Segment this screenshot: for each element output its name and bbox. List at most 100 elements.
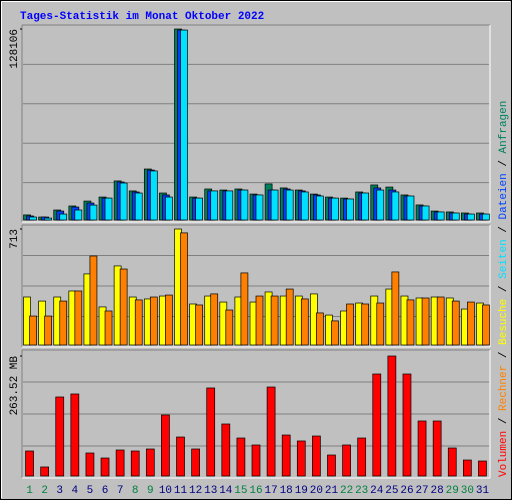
legend-separator: / (498, 345, 510, 365)
legend-separator: / (498, 279, 510, 299)
bar (391, 271, 400, 346)
bar (115, 449, 125, 477)
bar (482, 304, 490, 346)
bar (387, 355, 397, 477)
bar (240, 272, 249, 346)
x-tick-label: 4 (72, 485, 79, 497)
legend-entry: Dateien (498, 173, 510, 219)
bar (210, 190, 219, 221)
bar (327, 454, 336, 477)
legend-entry: Besuche (498, 299, 510, 345)
x-tick-label: 1 (26, 485, 33, 497)
bar (225, 309, 234, 346)
bar (161, 414, 170, 477)
bar (40, 466, 49, 477)
legend-entry: Volumen (498, 431, 510, 477)
bar (270, 295, 279, 346)
bar (44, 315, 52, 346)
x-tick-label: 24 (370, 485, 384, 497)
bar (85, 452, 95, 477)
bar (240, 189, 249, 221)
bar (55, 396, 65, 477)
bar (285, 288, 294, 346)
x-tick-label: 21 (325, 485, 339, 497)
x-tick-label: 23 (355, 485, 368, 497)
bar (104, 310, 113, 346)
x-tick-label: 12 (189, 485, 202, 497)
bar (316, 312, 324, 346)
bar (59, 213, 68, 221)
x-tick-label: 16 (249, 485, 262, 497)
x-tick-label: 26 (400, 485, 413, 497)
bar (376, 302, 385, 346)
x-tick-label: 18 (280, 485, 293, 497)
x-tick-label: 28 (431, 485, 444, 497)
bar (421, 205, 430, 221)
bar (255, 295, 264, 346)
x-tick-label: 30 (461, 485, 474, 497)
panel (22, 25, 490, 222)
legend: Volumen / Rechner / Besuche / Seiten / D… (498, 101, 510, 477)
x-tick-label: 5 (87, 485, 94, 497)
bar (176, 436, 185, 477)
x-tick-label: 6 (102, 485, 109, 497)
legend-separator: / (498, 219, 510, 239)
bar (463, 459, 472, 477)
bar (417, 420, 427, 477)
bar (361, 192, 370, 221)
x-tick-label: 14 (219, 485, 233, 497)
bar (331, 197, 339, 221)
bar (436, 296, 445, 346)
x-tick-label: 25 (385, 485, 398, 497)
x-tick-label: 27 (415, 485, 428, 497)
bar (221, 423, 231, 477)
bar (130, 450, 140, 477)
bar (206, 387, 216, 477)
bar (447, 447, 457, 477)
bar (451, 212, 460, 221)
bar (331, 320, 339, 346)
bar (149, 296, 158, 346)
bar (467, 301, 475, 346)
bar (236, 437, 246, 477)
bar (165, 196, 173, 221)
bar (195, 304, 203, 346)
x-tick-label: 17 (264, 485, 277, 497)
bar (25, 450, 34, 477)
bar (70, 393, 80, 477)
legend-entry: Rechner (498, 365, 510, 411)
bar (316, 195, 324, 221)
bar (361, 303, 370, 346)
bar (436, 211, 445, 221)
bar (266, 386, 276, 477)
bar (195, 197, 203, 221)
bar (59, 300, 68, 346)
bar (29, 315, 37, 346)
bar (406, 299, 415, 346)
y-tick-label: 128106 (9, 29, 21, 69)
bar (296, 440, 306, 477)
x-tick-label: 13 (204, 485, 217, 497)
bar (29, 216, 37, 221)
x-tick-label: 19 (295, 485, 308, 497)
bar (478, 460, 487, 477)
bar (255, 194, 264, 221)
x-tick-label: 15 (234, 485, 247, 497)
bar (180, 29, 188, 221)
bar (402, 373, 412, 477)
bar (281, 434, 291, 477)
x-tick-label: 8 (132, 485, 139, 497)
legend-separator: / (498, 153, 510, 173)
bar (406, 195, 415, 221)
bar (100, 457, 110, 477)
bar (357, 437, 367, 477)
bar (104, 197, 113, 221)
bar (74, 290, 83, 346)
bar (119, 268, 128, 346)
bar (210, 293, 219, 346)
bar (270, 189, 279, 221)
x-tick-label: 3 (56, 485, 63, 497)
bar (372, 373, 382, 477)
x-tick-label: 10 (159, 485, 172, 497)
bar (346, 198, 354, 221)
